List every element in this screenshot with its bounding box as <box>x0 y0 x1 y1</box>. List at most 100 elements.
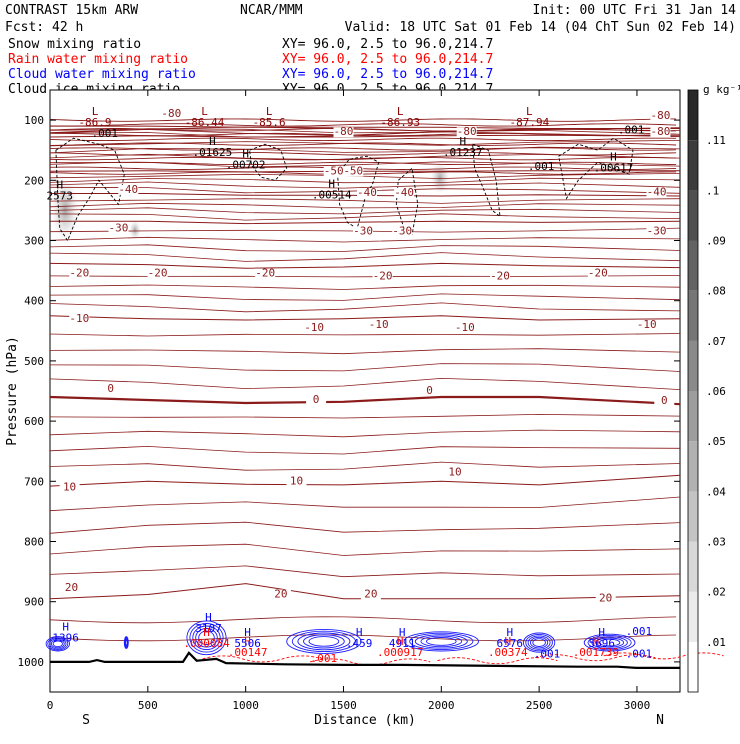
cloud-water-contour <box>522 632 556 653</box>
isotherm-label: 0 <box>107 382 114 395</box>
y-tick-label: 700 <box>24 475 44 488</box>
extremum-marker: H <box>593 635 600 648</box>
isotherm--30 <box>50 220 681 225</box>
cloud-water-contour <box>195 628 218 648</box>
x-tick-label: 0 <box>47 699 54 712</box>
isotherm-label-bg <box>587 268 608 279</box>
contour-value-label: .001 <box>626 648 653 661</box>
colorbar: .01 .02 .03 .04 .05 .06 .07 .08 .09 .1 .11 <box>687 89 726 693</box>
isotherm-label-bg <box>59 482 80 493</box>
extremum-marker: H <box>205 611 212 624</box>
isotherm-10 <box>49 474 681 487</box>
isotherm-minor <box>49 565 681 578</box>
extremum-value: .000917 <box>377 646 423 659</box>
x-axis-label: Distance (km) <box>314 713 416 728</box>
extremum-marker: H <box>203 626 210 639</box>
colorbar-tick-label: .11 <box>706 134 726 147</box>
isotherm-label: -20 <box>373 270 393 283</box>
isotherm-minor <box>49 429 681 438</box>
isotherm-label-bg <box>61 582 82 593</box>
colorbar-tick-label: .03 <box>706 536 726 549</box>
contour-value-label: .001 <box>618 123 645 136</box>
isotherm-label: -30 <box>392 224 412 237</box>
colorbar-swatch <box>688 641 698 692</box>
field-name: Snow mixing ratio <box>8 37 141 52</box>
contour-value-label: .001 <box>311 652 338 665</box>
extremum-marker: H <box>328 177 335 190</box>
isotherm-label: -30 <box>109 221 129 234</box>
isotherm-label-bg <box>353 226 373 237</box>
x-tick-label: 1500 <box>330 699 357 712</box>
isotherm-minor <box>49 413 681 419</box>
isotherm-label: 0 <box>661 394 668 407</box>
isotherm-label: 20 <box>599 592 612 605</box>
field-xy: XY= 96.0, 2.5 to 96.0,214.7 <box>282 67 493 82</box>
isotherm-minor <box>49 198 681 204</box>
cloud-water-contour <box>409 632 474 651</box>
isotherm-label: -40 <box>647 185 667 198</box>
isotherm-label: 10 <box>448 465 461 478</box>
isotherm-label-bg <box>490 271 510 282</box>
extremum-marker: H <box>610 150 617 163</box>
colorbar-tick-label: .05 <box>706 435 726 448</box>
cloud-water-contour <box>527 635 551 650</box>
isotherm-label-bg <box>255 268 276 279</box>
y-tick-label: 400 <box>24 295 44 308</box>
cloud-water-contour <box>598 638 621 647</box>
extremum-value: .01237 <box>443 146 483 159</box>
snow-blob <box>430 162 450 194</box>
cloud-water-contour <box>587 634 632 651</box>
cloud-water-contour <box>420 635 463 648</box>
isotherm-label-bg <box>650 127 671 138</box>
extremum-value: 3107 <box>195 622 222 635</box>
isotherm-label: -40 <box>357 186 377 199</box>
cloud-water-contour <box>291 630 356 653</box>
colorbar-swatch <box>688 391 698 442</box>
isotherm-minor <box>49 363 681 372</box>
field-name: Cloud water mixing ratio <box>8 67 196 82</box>
cloud-ice-contour <box>472 143 501 218</box>
isotherm-label-bg <box>595 593 616 604</box>
y-tick-label: 900 <box>24 596 44 609</box>
extremum-value: .000084 <box>183 637 230 650</box>
isotherm-label-bg <box>161 109 182 120</box>
isotherm-label-bg <box>636 319 657 330</box>
extremum-value: -86.44 <box>185 116 225 129</box>
extremum-marker: H <box>505 635 512 648</box>
isotherm-label: 20 <box>65 581 78 594</box>
center-label: NCAR/MMM <box>240 3 303 18</box>
extremum-value: 1396 <box>52 631 79 644</box>
extremum-value: -87.94 <box>509 116 549 129</box>
extremum-marker: H <box>399 626 406 639</box>
extremum-value: .001739 <box>573 646 619 659</box>
cloud-water-contour <box>45 636 70 652</box>
isotherm-minor <box>49 302 681 313</box>
isotherm-label-bg <box>69 268 90 279</box>
colorbar-tick-label: .01 <box>706 636 726 649</box>
isotherm-minor <box>49 146 681 154</box>
extremum-marker: H <box>209 135 216 148</box>
extremum-marker: L <box>526 105 533 118</box>
rain-water-contour <box>202 655 323 663</box>
colorbar-unit: g kg⁻¹ <box>703 83 740 96</box>
y-tick-label: 100 <box>24 114 44 127</box>
cloud-water-contour <box>414 634 468 649</box>
extremum-value: .00702 <box>226 158 266 171</box>
y-tick-label: 200 <box>24 174 44 187</box>
isotherm-minor <box>49 333 681 337</box>
colorbar-swatch <box>688 441 698 492</box>
isotherm-label-bg <box>646 187 667 198</box>
y-tick-label: 500 <box>24 355 44 368</box>
colorbar-tick-label: .02 <box>706 586 726 599</box>
cloud-water-contour <box>52 640 63 648</box>
isotherm-label: -10 <box>304 321 324 334</box>
fcst-value: 42 h <box>52 20 83 35</box>
cloud-water-contour <box>525 633 553 652</box>
isotherm-label: -10 <box>69 312 89 325</box>
extremum-marker: H <box>56 179 63 192</box>
extremum-value: 5696 <box>588 637 615 650</box>
cloud-water-contour <box>591 636 628 649</box>
isotherm-label: -80 <box>650 125 670 138</box>
